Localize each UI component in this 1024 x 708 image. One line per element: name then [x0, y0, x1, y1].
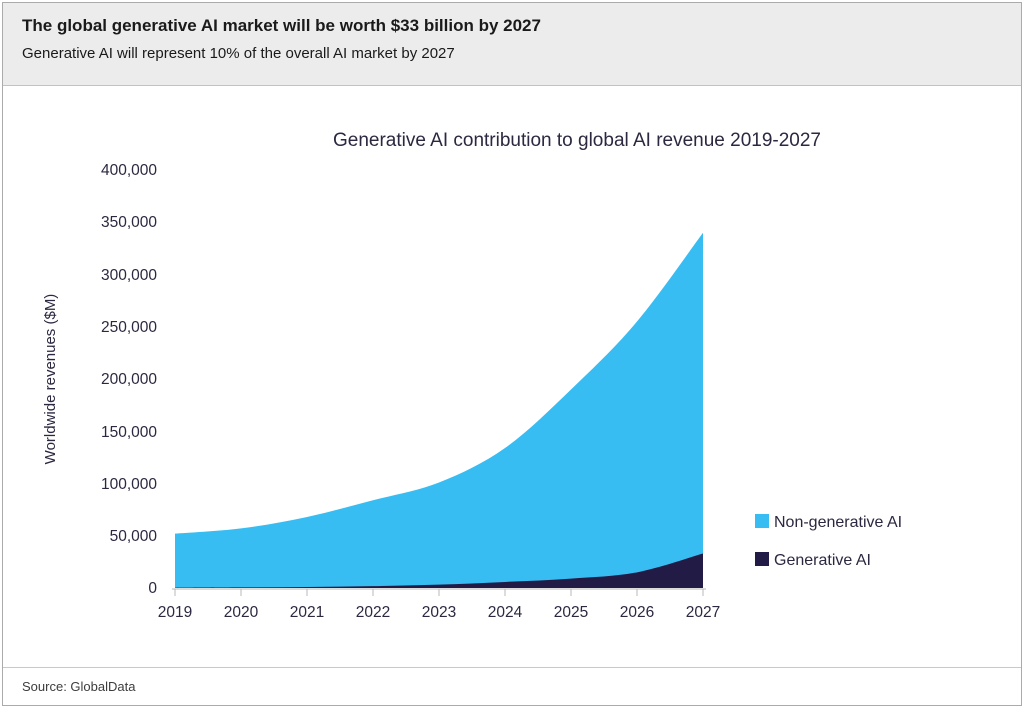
y-axis-tick-label: 350,000 — [101, 214, 157, 231]
chart-svg: Generative AI contribution to global AI … — [42, 130, 902, 621]
x-axis-tick-label: 2020 — [224, 604, 259, 621]
y-axis-tick-label: 200,000 — [101, 371, 157, 388]
x-axis-tick-label: 2026 — [620, 604, 654, 621]
header: The global generative AI market will be … — [3, 3, 1021, 86]
legend-swatch-generative-icon — [755, 552, 769, 566]
source-text: Source: GlobalData — [22, 679, 136, 694]
header-subtitle: Generative AI will represent 10% of the … — [22, 45, 455, 63]
x-axis-tick-label: 2027 — [686, 604, 720, 621]
header-title: The global generative AI market will be … — [22, 16, 541, 35]
y-axis-tick-label: 300,000 — [101, 267, 157, 284]
y-axis-title: Worldwide revenues ($M) — [42, 294, 59, 465]
x-axis-tick-label: 2019 — [158, 604, 192, 621]
chart-title: Generative AI contribution to global AI … — [333, 130, 821, 151]
legend-label-non-generative: Non-generative AI — [774, 514, 902, 531]
x-axis-tick-label: 2022 — [356, 604, 390, 621]
non-generative-area — [175, 232, 703, 588]
legend-item-non-generative: Non-generative AI — [755, 514, 902, 531]
legend-item-generative: Generative AI — [755, 552, 871, 569]
y-axis-tick-label: 150,000 — [101, 424, 157, 441]
x-axis-tick-label: 2024 — [488, 604, 523, 621]
footer: Source: GlobalData — [3, 667, 1021, 705]
y-axis-tick-label: 400,000 — [101, 162, 157, 179]
y-axis-tick-label: 100,000 — [101, 476, 157, 493]
legend-swatch-non-generative-icon — [755, 514, 769, 528]
x-axis-tick-label: 2021 — [290, 604, 324, 621]
x-axis-tick-label: 2023 — [422, 604, 456, 621]
legend-label-generative: Generative AI — [774, 552, 871, 569]
y-axis-tick-label: 250,000 — [101, 319, 157, 336]
generative-area — [175, 553, 703, 588]
y-axis-tick-label: 0 — [148, 580, 157, 597]
y-axis-tick-label: 50,000 — [110, 528, 158, 545]
x-axis-tick-label: 2025 — [554, 604, 588, 621]
legend: Non-generative AI Generative AI — [755, 514, 902, 569]
